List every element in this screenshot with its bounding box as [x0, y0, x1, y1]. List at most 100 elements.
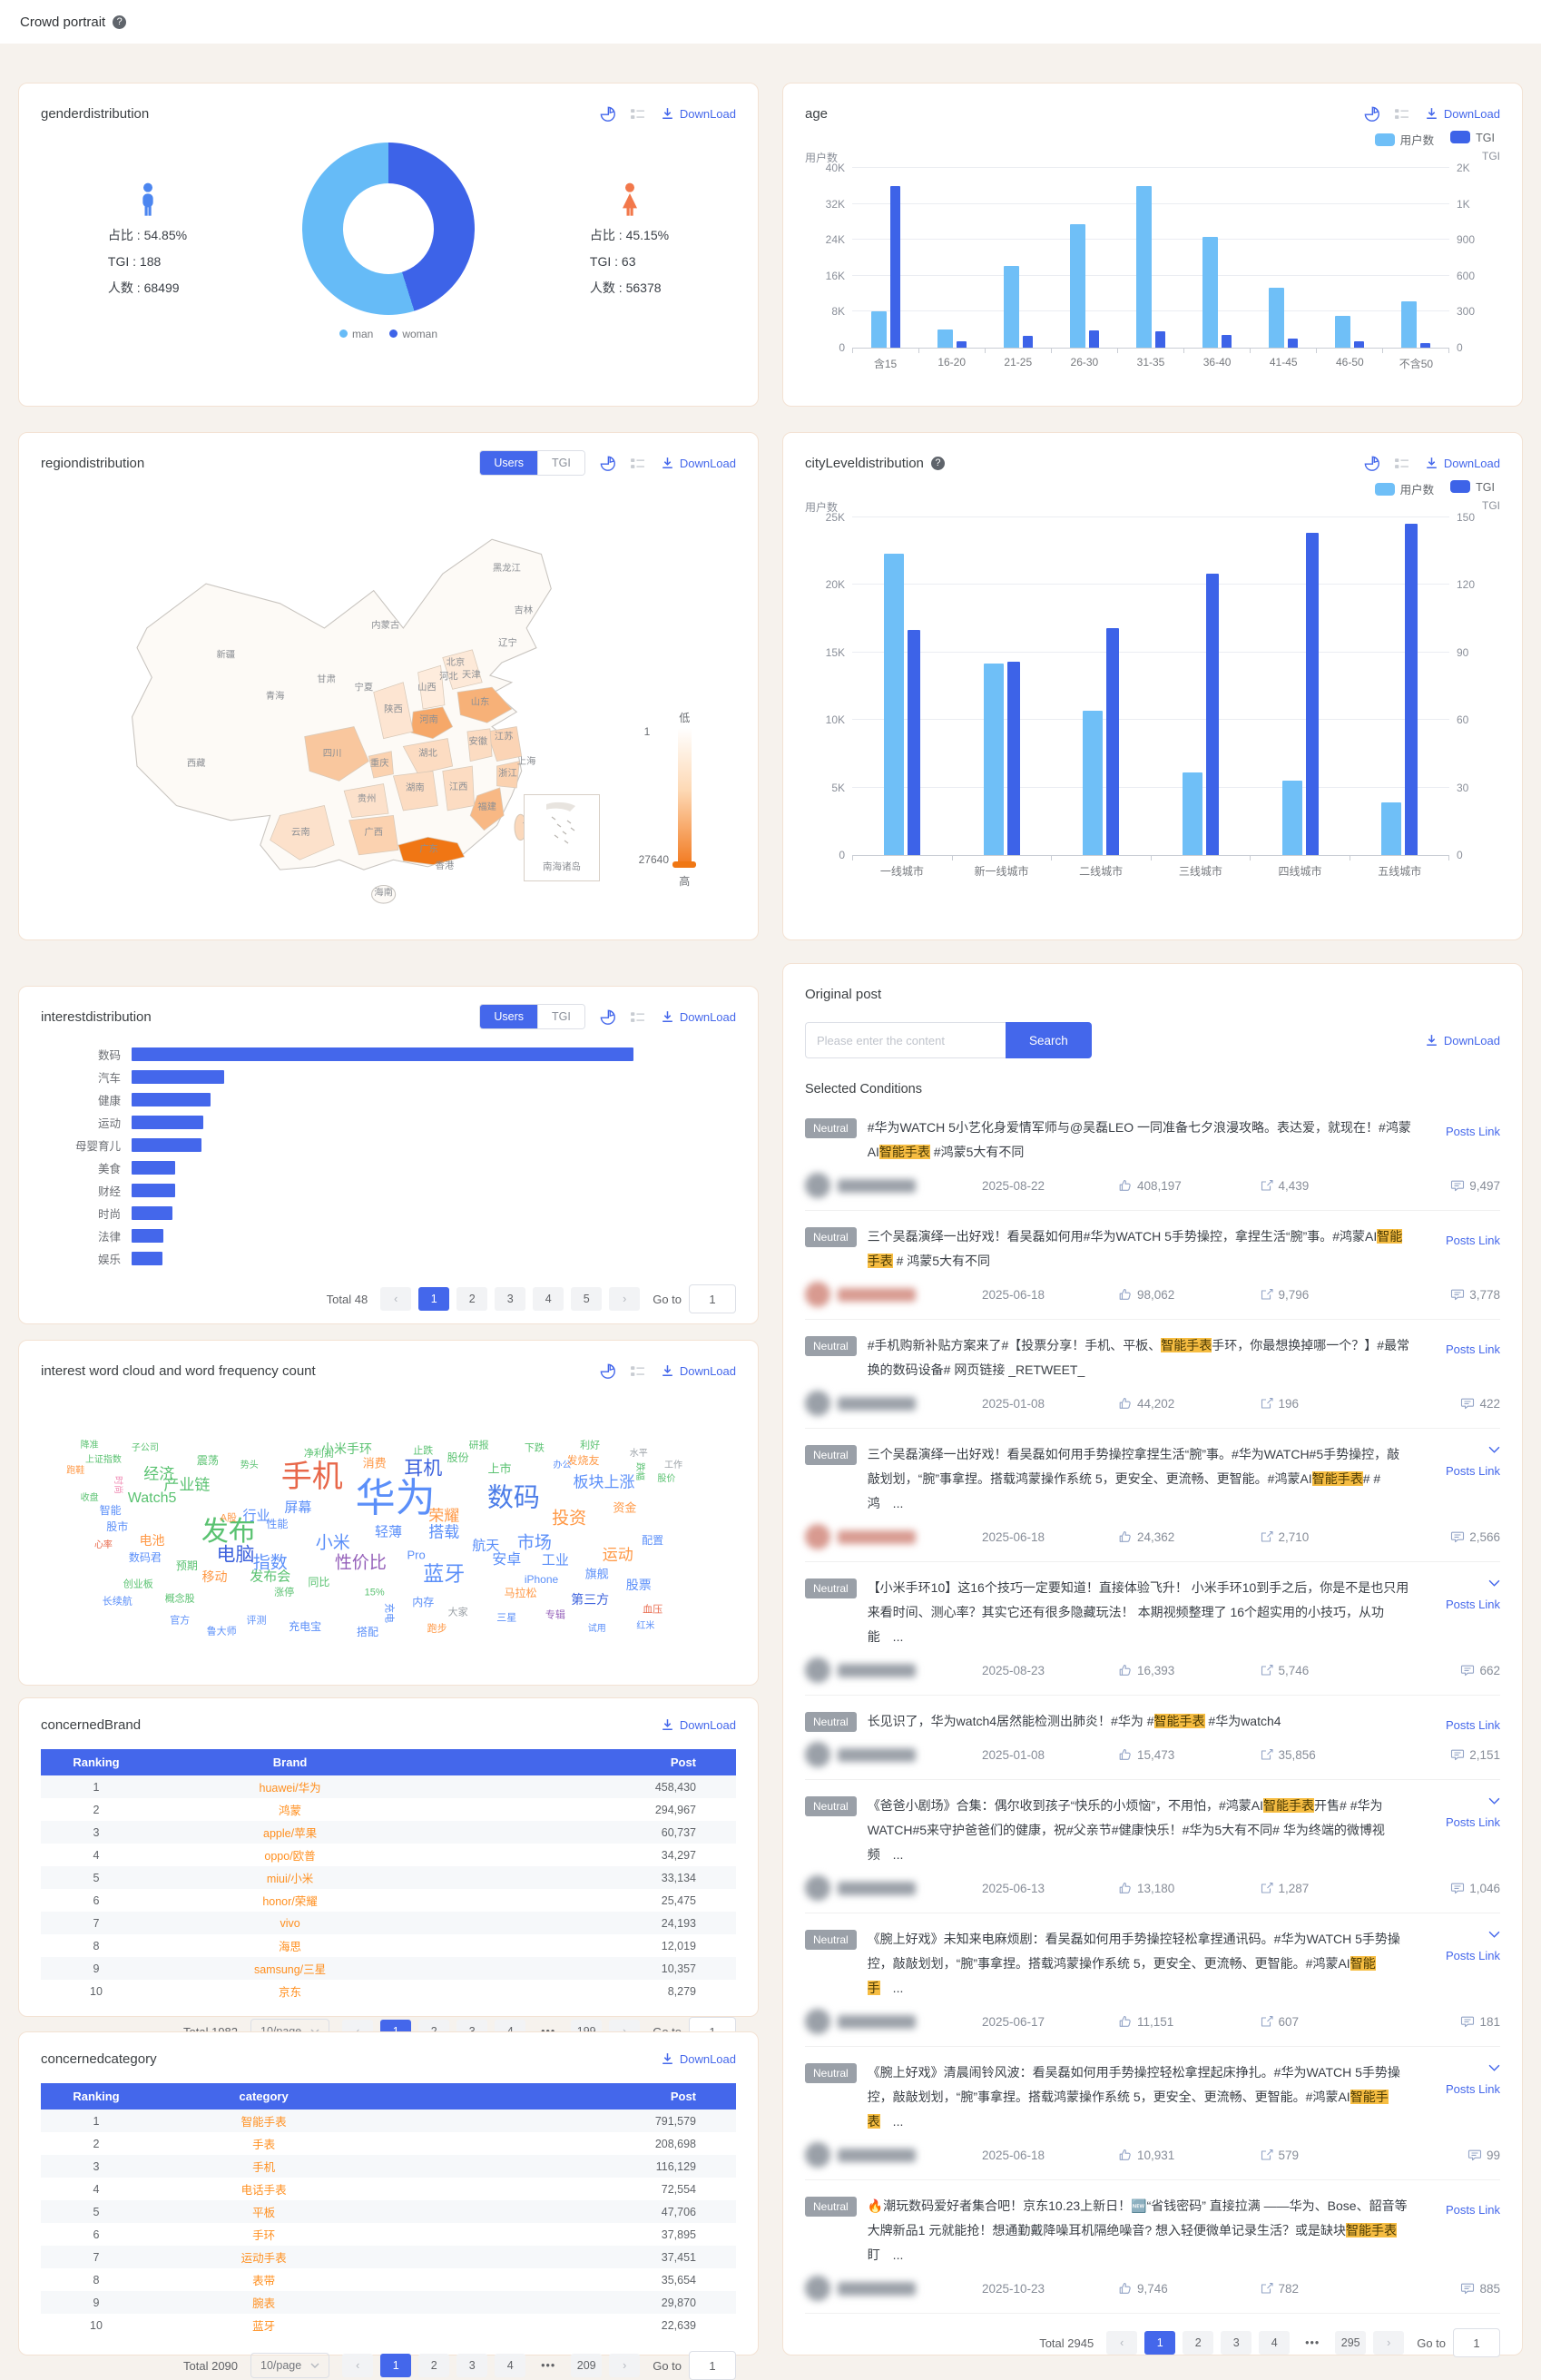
- next-page-button[interactable]: ›: [609, 1287, 641, 1311]
- search-button[interactable]: Search: [1006, 1022, 1092, 1058]
- like-count[interactable]: 16,393: [1118, 1663, 1260, 1677]
- province-浙江[interactable]: [496, 761, 520, 789]
- goto-page-input[interactable]: [689, 1284, 736, 1313]
- bar-TGI[interactable]: [1022, 336, 1033, 348]
- cloud-word[interactable]: 工业: [541, 1552, 569, 1569]
- posts-link[interactable]: Posts Link: [1446, 1598, 1500, 1611]
- expand-chevron-icon[interactable]: [1488, 1927, 1500, 1942]
- posts-link[interactable]: Posts Link: [1446, 1342, 1500, 1356]
- interest-bar[interactable]: [132, 1252, 162, 1265]
- cloud-word[interactable]: 马拉松: [504, 1587, 537, 1600]
- expand-chevron-icon[interactable]: [1488, 1442, 1500, 1457]
- share-count[interactable]: 2,710: [1260, 1529, 1401, 1544]
- interest-bar[interactable]: [132, 1161, 176, 1175]
- cloud-word[interactable]: 安卓: [492, 1551, 522, 1568]
- cloud-word[interactable]: 利好: [580, 1440, 601, 1451]
- bar-用户数[interactable]: [1083, 710, 1104, 855]
- bar-TGI[interactable]: [1154, 331, 1165, 348]
- cloud-word[interactable]: 移动: [201, 1569, 228, 1585]
- like-count[interactable]: 98,062: [1118, 1287, 1260, 1302]
- cloud-word[interactable]: 小米: [315, 1533, 350, 1553]
- cloud-word[interactable]: 创业板: [123, 1578, 153, 1590]
- pie-chart-icon[interactable]: [600, 456, 615, 471]
- page-size-select[interactable]: 10/page: [250, 2353, 330, 2378]
- cloud-word[interactable]: 净利润: [303, 1448, 334, 1460]
- bar-用户数[interactable]: [1182, 772, 1202, 855]
- next-page-button[interactable]: ›: [609, 2354, 641, 2377]
- list-view-icon[interactable]: [630, 1363, 645, 1379]
- cloud-word[interactable]: 跌幅: [633, 1461, 644, 1480]
- cloud-word[interactable]: 搭载: [428, 1523, 460, 1541]
- post-search-input[interactable]: [805, 1022, 1006, 1058]
- interest-bar[interactable]: [132, 1138, 202, 1152]
- cloud-word[interactable]: 第三方: [571, 1591, 610, 1607]
- province-福建[interactable]: [469, 787, 505, 831]
- cloud-word[interactable]: 荣耀: [428, 1507, 460, 1525]
- cloud-word[interactable]: 发布: [201, 1517, 256, 1548]
- posts-link[interactable]: Posts Link: [1446, 1464, 1500, 1478]
- cloud-word[interactable]: 投资: [552, 1509, 587, 1529]
- bar-TGI[interactable]: [1006, 661, 1020, 855]
- cloud-word[interactable]: 概念股: [164, 1593, 195, 1605]
- page-button-3[interactable]: 3: [495, 1287, 526, 1311]
- cloud-word[interactable]: 工作: [664, 1460, 683, 1470]
- cloud-word[interactable]: 经济: [143, 1465, 175, 1483]
- entity-link[interactable]: 手表: [252, 2139, 276, 2151]
- interest-bar[interactable]: [132, 1093, 211, 1106]
- page-button-295[interactable]: 295: [1335, 2331, 1367, 2355]
- cloud-word[interactable]: 配置: [642, 1534, 664, 1548]
- page-button-2[interactable]: 2: [1183, 2331, 1214, 2355]
- share-count[interactable]: 9,796: [1260, 1287, 1401, 1302]
- cloud-word[interactable]: 数码君: [128, 1550, 162, 1564]
- cloud-word[interactable]: 红米: [636, 1621, 655, 1632]
- entity-link[interactable]: samsung/三星: [253, 1963, 327, 1976]
- bar-TGI[interactable]: [889, 185, 900, 348]
- bar-用户数[interactable]: [1135, 185, 1152, 348]
- page-button-1[interactable]: 1: [418, 1287, 450, 1311]
- cloud-word[interactable]: 子公司: [131, 1443, 159, 1454]
- page-button-1[interactable]: 1: [1144, 2331, 1176, 2355]
- province-重庆[interactable]: [368, 751, 394, 779]
- cloud-word[interactable]: 发烧友: [566, 1453, 600, 1467]
- comment-count[interactable]: 885: [1460, 2281, 1500, 2296]
- prev-page-button[interactable]: ‹: [1106, 2331, 1138, 2355]
- entity-link[interactable]: honor/荣耀: [262, 1895, 318, 1908]
- entity-link[interactable]: 电话手表: [240, 2184, 287, 2197]
- entity-link[interactable]: huawei/华为: [259, 1782, 321, 1795]
- page-button-3[interactable]: 3: [456, 2354, 488, 2377]
- share-count[interactable]: 579: [1260, 2148, 1401, 2162]
- cloud-word[interactable]: 屏幕: [284, 1500, 312, 1516]
- cloud-word[interactable]: 收盘: [80, 1493, 99, 1504]
- page-button-2[interactable]: 2: [418, 2354, 450, 2377]
- entity-link[interactable]: 表带: [252, 2275, 276, 2287]
- cloud-word[interactable]: iPhone: [524, 1573, 559, 1587]
- bar-TGI[interactable]: [1288, 339, 1299, 348]
- cloud-word[interactable]: 电池: [139, 1533, 165, 1549]
- toggle-users[interactable]: Users: [480, 451, 537, 475]
- toggle-tgi[interactable]: TGI: [537, 451, 584, 475]
- page-button-1[interactable]: 1: [380, 2354, 412, 2377]
- posts-link[interactable]: Posts Link: [1446, 2082, 1500, 2096]
- cloud-word[interactable]: 航天: [472, 1538, 500, 1554]
- cloud-word[interactable]: 华为: [355, 1476, 436, 1521]
- toggle-tgi[interactable]: TGI: [537, 1005, 584, 1028]
- cloud-word[interactable]: 性价比: [334, 1553, 387, 1573]
- toggle-users[interactable]: Users: [480, 1005, 537, 1028]
- pie-chart-icon[interactable]: [1364, 456, 1379, 471]
- posts-link[interactable]: Posts Link: [1446, 1949, 1500, 1962]
- cloud-word[interactable]: 鲁大师: [206, 1626, 237, 1637]
- pie-chart-icon[interactable]: [600, 106, 615, 122]
- cloud-word[interactable]: 股价: [657, 1473, 676, 1484]
- cloud-word[interactable]: 止跌: [413, 1445, 434, 1457]
- province-山东[interactable]: [456, 686, 513, 723]
- entity-link[interactable]: 运动手表: [240, 2252, 287, 2265]
- comment-count[interactable]: 2,566: [1450, 1529, 1500, 1544]
- entity-link[interactable]: 手机: [252, 2161, 276, 2174]
- share-count[interactable]: 1,287: [1260, 1881, 1401, 1895]
- page-button-3[interactable]: 3: [1221, 2331, 1252, 2355]
- province-湖南[interactable]: [392, 771, 438, 811]
- cloud-word[interactable]: 办公: [553, 1460, 572, 1470]
- cloud-word[interactable]: 内存: [412, 1595, 435, 1608]
- download-link[interactable]: DownLoad: [660, 1363, 736, 1379]
- cloud-word[interactable]: 心率: [93, 1540, 113, 1551]
